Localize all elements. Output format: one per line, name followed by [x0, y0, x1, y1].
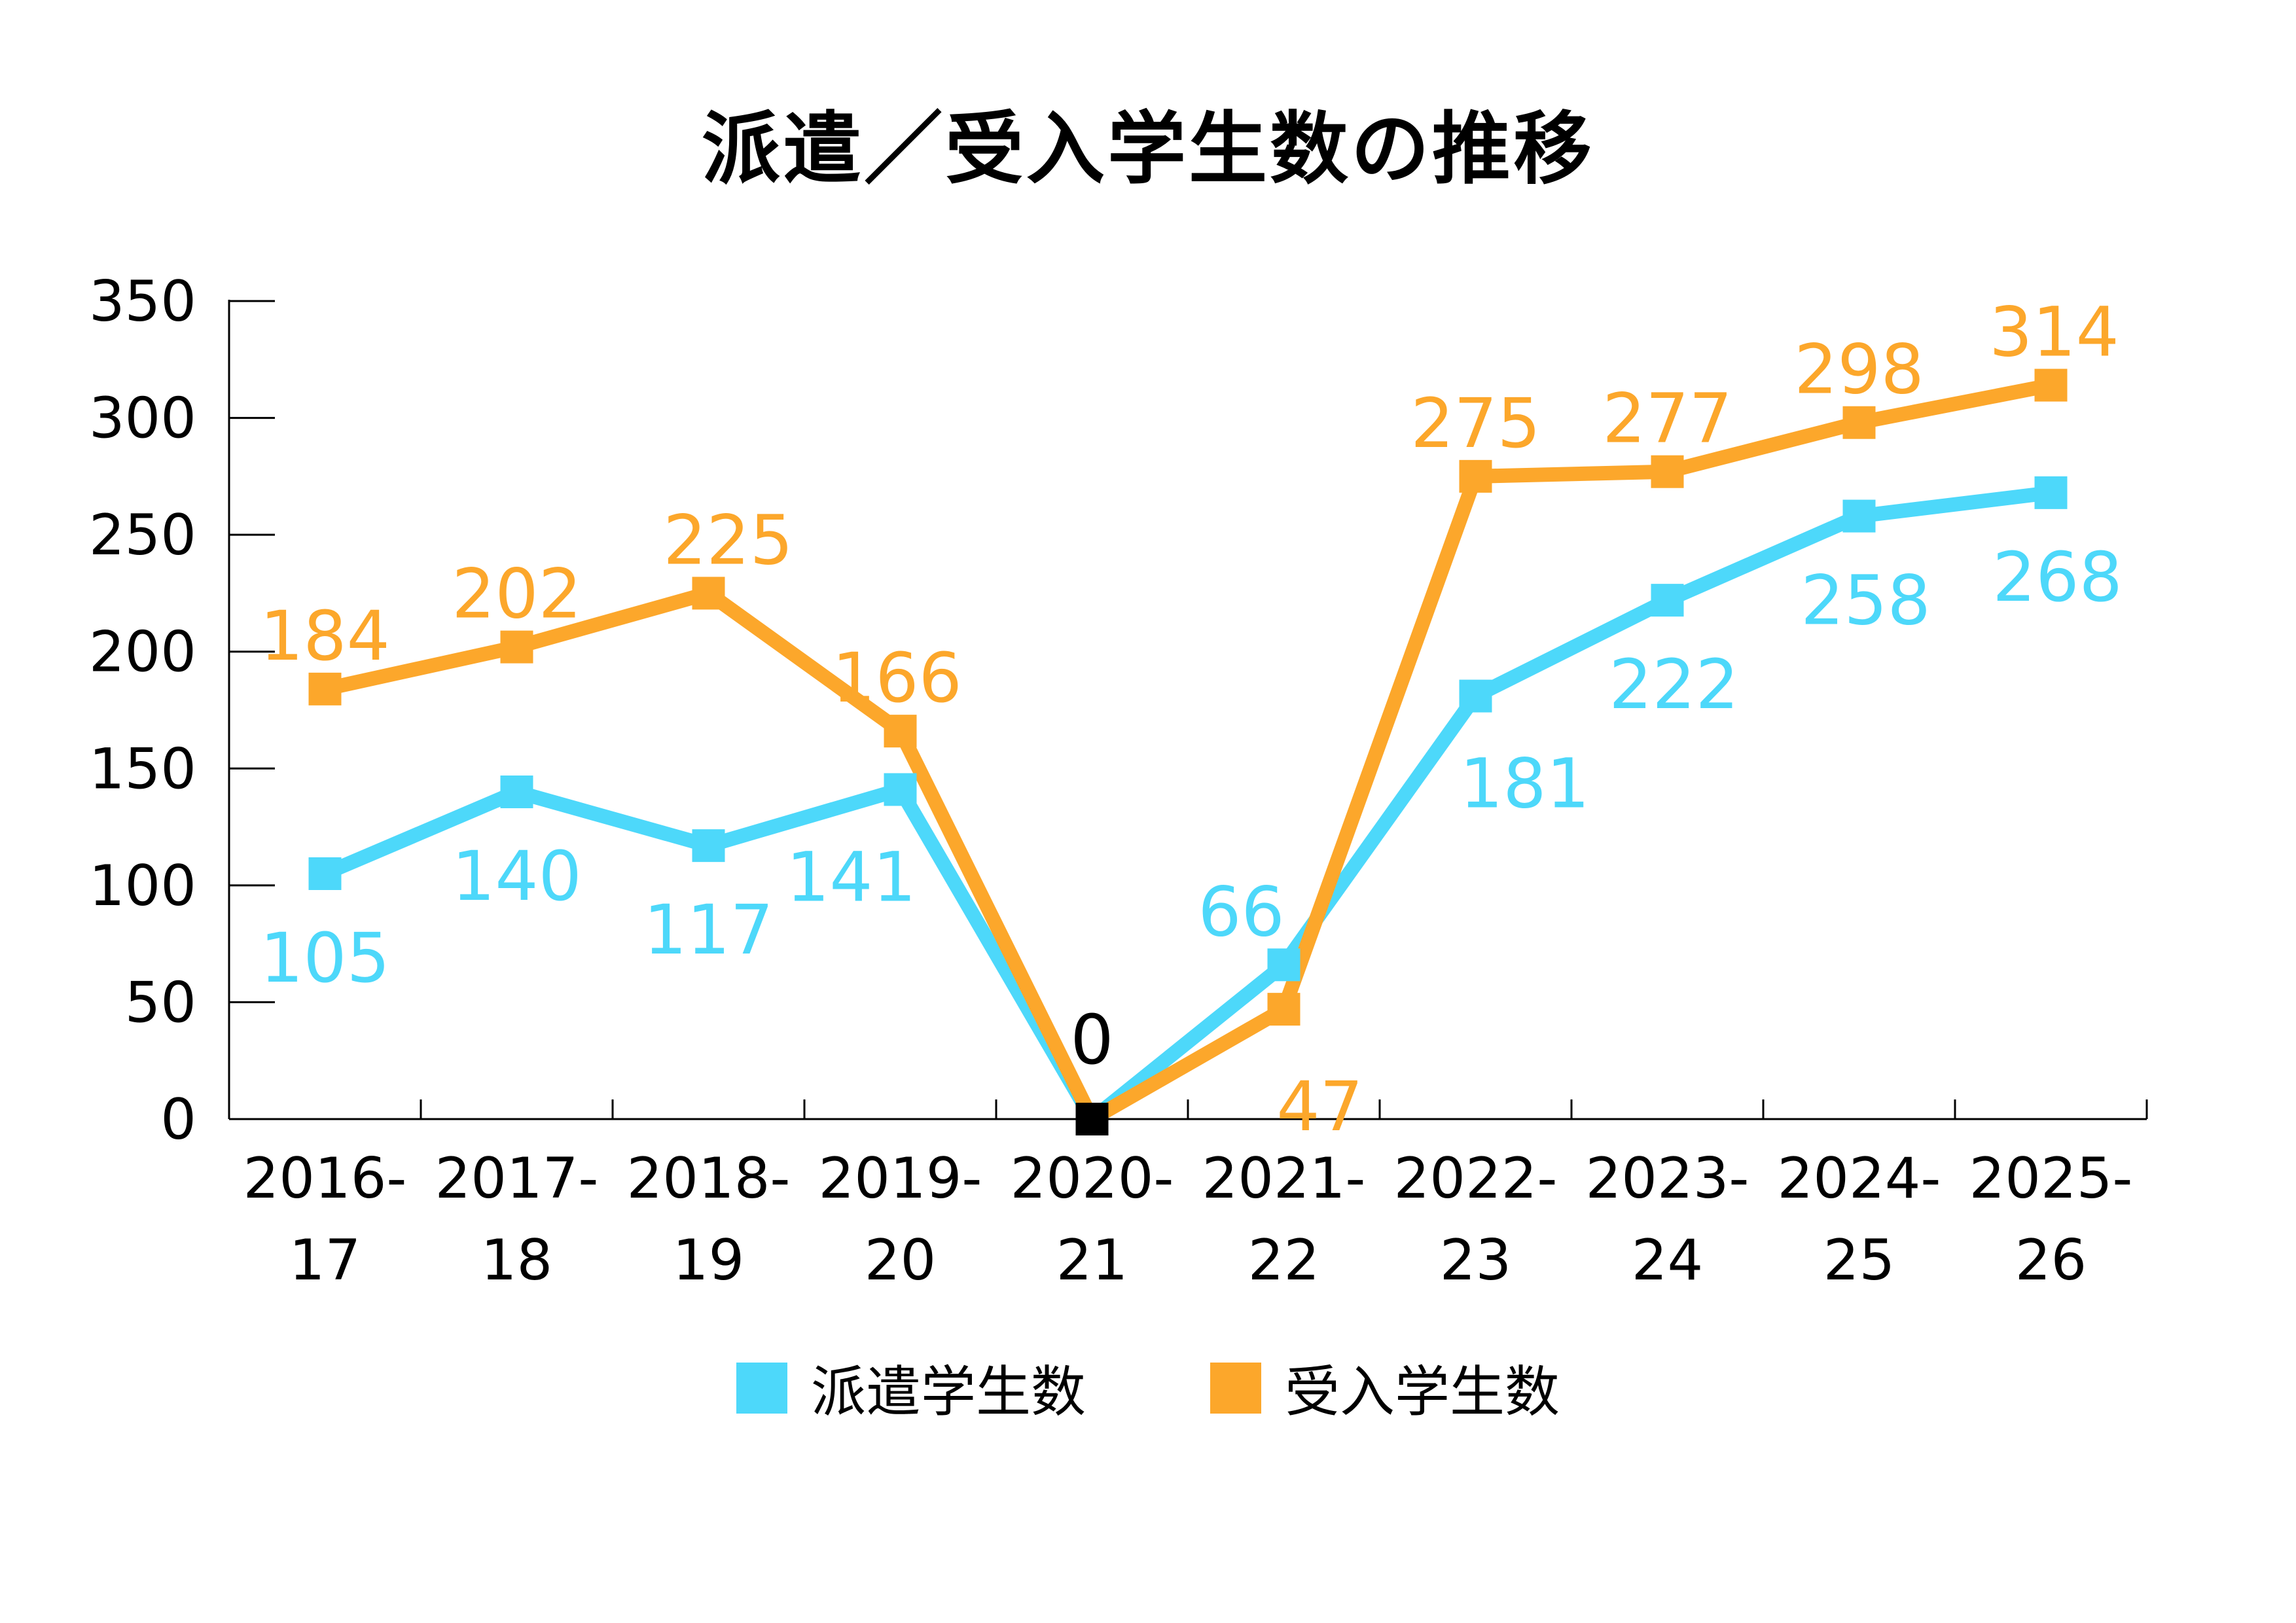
data-label-accepted: 314 — [1989, 293, 2119, 372]
legend-label-accepted: 受入学生数 — [1285, 1360, 1560, 1424]
y-tick-label: 250 — [89, 503, 196, 568]
data-label-dispatched: 66 — [1198, 872, 1284, 952]
data-label-dispatched: 140 — [452, 836, 582, 916]
data-label-dispatched: 141 — [786, 837, 916, 917]
chart-title: 派遣／受入学生数の推移 — [702, 104, 1594, 195]
data-label-accepted: 166 — [832, 638, 962, 718]
data-label-accepted: 225 — [663, 500, 793, 580]
y-tick-label: 150 — [89, 736, 196, 802]
marker-dispatched — [1267, 948, 1300, 982]
data-label-dispatched: 117 — [643, 890, 774, 970]
marker-dispatched — [1459, 679, 1492, 713]
legend-label-dispatched: 派遣学生数 — [810, 1360, 1086, 1424]
data-label-dispatched: 181 — [1460, 744, 1590, 824]
legend-swatch-accepted — [1210, 1362, 1261, 1414]
x-tick-label: 2019-20 — [819, 1146, 982, 1293]
y-tick-label: 0 — [160, 1087, 196, 1152]
y-tick-label: 300 — [89, 386, 196, 452]
marker-accepted — [1267, 993, 1300, 1026]
x-tick-label: 2020-21 — [1011, 1146, 1174, 1293]
data-label-accepted: 47 — [1276, 1067, 1363, 1147]
data-label-zero: 0 — [1070, 1000, 1113, 1080]
data-label-dispatched: 258 — [1801, 561, 1931, 641]
axes: 0 50 100 150 200 250 300 350 2016-172017-182018-… — [89, 269, 2148, 1293]
y-tick-label: 350 — [89, 269, 196, 334]
marker-dispatched — [884, 773, 917, 806]
x-tick-label: 2021-22 — [1202, 1146, 1366, 1293]
marker-zero-shared — [1075, 1103, 1109, 1135]
legend-item-accepted: 受入学生数 — [1210, 1348, 1560, 1427]
data-label-accepted: 298 — [1794, 330, 1924, 410]
marker-accepted — [1842, 406, 1876, 439]
marker-accepted — [1459, 459, 1492, 493]
x-tick-label: 2024-25 — [1778, 1146, 1941, 1293]
marker-accepted — [884, 715, 917, 748]
marker-dispatched — [2034, 476, 2068, 509]
marker-accepted — [500, 630, 533, 664]
marker-dispatched — [1842, 499, 1876, 533]
x-tick-label: 2023-24 — [1586, 1146, 1749, 1293]
marker-accepted — [1651, 455, 1684, 488]
data-label-dispatched: 268 — [1992, 537, 2123, 617]
series-lines — [322, 378, 2053, 1130]
series-markers — [308, 368, 2068, 1135]
marker-accepted — [692, 577, 725, 610]
x-tick-label: 2018-19 — [627, 1146, 791, 1293]
data-label-accepted: 202 — [452, 554, 582, 634]
x-tick-label: 2017-18 — [435, 1146, 599, 1293]
marker-dispatched — [1651, 584, 1684, 617]
x-tick-label: 2022-23 — [1394, 1146, 1558, 1293]
series-line-dispatched — [322, 485, 2052, 1130]
data-label-dispatched: 222 — [1609, 645, 1739, 724]
series-line-accepted — [323, 378, 2053, 1130]
data-label-accepted: 184 — [260, 596, 390, 676]
marker-accepted — [2034, 368, 2068, 402]
data-label-dispatched: 105 — [260, 918, 390, 998]
marker-dispatched — [308, 857, 342, 890]
y-tick-label: 200 — [89, 620, 196, 685]
marker-dispatched — [692, 829, 725, 863]
marker-dispatched — [500, 776, 533, 808]
x-tick-label: 2016-17 — [243, 1146, 407, 1293]
x-tick-label: 2025-26 — [1969, 1146, 2133, 1293]
y-tick-label: 100 — [89, 853, 196, 919]
y-tick-label: 50 — [125, 970, 196, 1035]
legend: 派遣学生数 受入学生数 — [0, 1348, 2296, 1427]
data-label-accepted: 277 — [1602, 379, 1732, 459]
legend-item-dispatched: 派遣学生数 — [736, 1348, 1086, 1427]
data-label-accepted: 275 — [1410, 383, 1541, 463]
marker-accepted — [308, 672, 342, 705]
legend-swatch-dispatched — [736, 1362, 787, 1414]
